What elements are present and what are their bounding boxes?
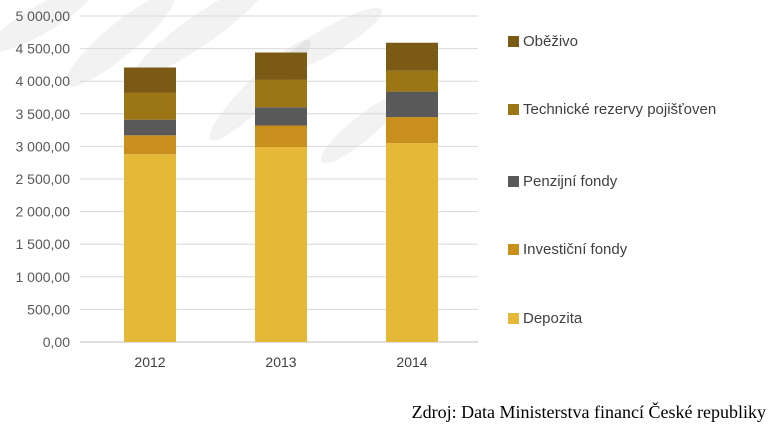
legend-label: Investiční fondy bbox=[523, 241, 628, 258]
y-tick-label: 2 500,00 bbox=[16, 171, 71, 187]
y-tick-label: 3 500,00 bbox=[16, 106, 71, 122]
legend-swatch bbox=[508, 36, 519, 47]
y-tick-label: 2 000,00 bbox=[16, 204, 71, 220]
bar-segment-investiční-fondy-2014 bbox=[386, 117, 438, 144]
y-tick-label: 4 500,00 bbox=[16, 41, 71, 57]
y-tick-label: 3 000,00 bbox=[16, 138, 71, 154]
bar-segment-technické-rezervy-pojišťoven-2013 bbox=[255, 79, 307, 108]
legend-swatch bbox=[508, 313, 519, 324]
bar-segment-technické-rezervy-pojišťoven-2012 bbox=[124, 92, 176, 120]
y-tick-label: 0,00 bbox=[43, 334, 70, 350]
bar-segment-penzijní-fondy-2012 bbox=[124, 119, 176, 136]
x-category-label: 2012 bbox=[134, 354, 165, 370]
y-tick-label: 500,00 bbox=[27, 301, 70, 317]
stacked-bar-chart: 0,00 500,00 1 000,00 1 500,00 2 000,00 2 500,… bbox=[16, 8, 478, 370]
bar-segment-depozita-2013 bbox=[255, 147, 307, 342]
bar-segment-oběživo-2012 bbox=[124, 67, 176, 93]
bar-segment-penzijní-fondy-2013 bbox=[255, 107, 307, 126]
x-category-label: 2014 bbox=[396, 354, 427, 370]
y-tick-label: 5 000,00 bbox=[16, 8, 71, 24]
chart-legend: Oběživo Technické rezervy pojišťoven Penzi… bbox=[508, 0, 768, 360]
legend-label: Oběživo bbox=[523, 33, 579, 50]
legend-item: Oběživo bbox=[508, 32, 723, 51]
legend-label: Depozita bbox=[523, 310, 583, 327]
legend-label: Penzijní fondy bbox=[523, 173, 618, 190]
legend-item: Depozita bbox=[508, 309, 723, 328]
bar-segment-technické-rezervy-pojišťoven-2014 bbox=[386, 70, 438, 92]
bar-segment-investiční-fondy-2012 bbox=[124, 135, 176, 155]
y-tick-label: 1 500,00 bbox=[16, 236, 71, 252]
y-tick-label: 1 000,00 bbox=[16, 269, 71, 285]
source-caption: Zdroj: Data Ministerstva financí České r… bbox=[411, 402, 766, 422]
legend-item: Technické rezervy pojišťoven bbox=[508, 100, 723, 119]
legend-swatch bbox=[508, 244, 519, 255]
legend-item: Penzijní fondy bbox=[508, 172, 723, 191]
bar-segment-oběživo-2013 bbox=[255, 52, 307, 80]
bar-segment-oběživo-2014 bbox=[386, 42, 438, 71]
bar-segment-investiční-fondy-2013 bbox=[255, 125, 307, 148]
bar-segment-depozita-2012 bbox=[124, 154, 176, 342]
legend-item: Investiční fondy bbox=[508, 240, 723, 259]
bar-segment-depozita-2014 bbox=[386, 143, 438, 342]
legend-swatch bbox=[508, 104, 519, 115]
y-tick-label: 4 000,00 bbox=[16, 73, 71, 89]
bar-segment-penzijní-fondy-2014 bbox=[386, 91, 438, 118]
legend-swatch bbox=[508, 176, 519, 187]
legend-label: Technické rezervy pojišťoven bbox=[523, 101, 717, 118]
x-category-label: 2013 bbox=[265, 354, 296, 370]
